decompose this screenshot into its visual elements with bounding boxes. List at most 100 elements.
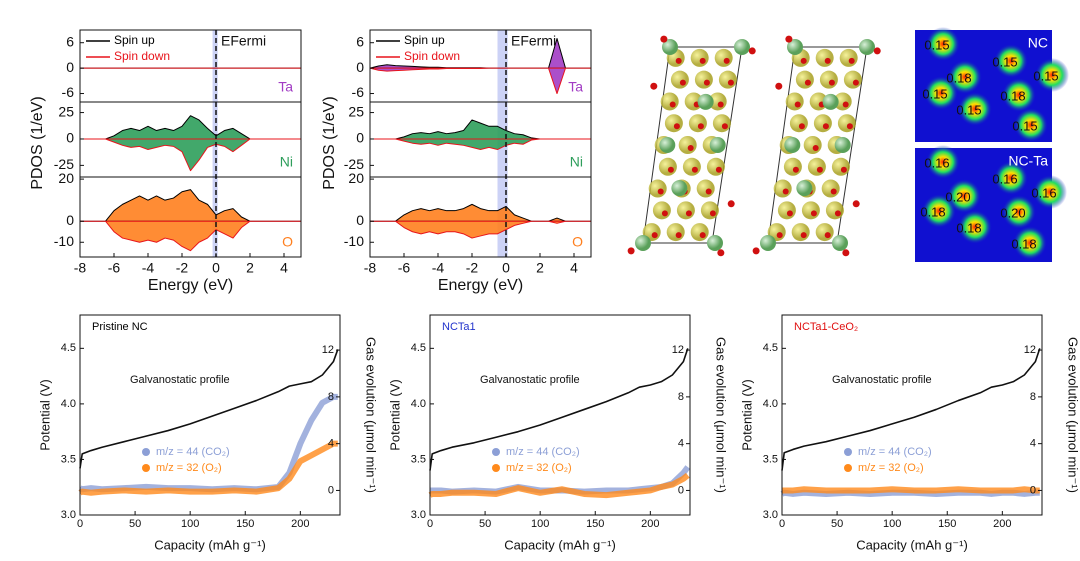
subplot-frame	[79, 176, 302, 258]
atom	[709, 137, 726, 153]
atom	[830, 188, 837, 195]
x-tick-label: -2	[176, 260, 189, 276]
atom	[800, 57, 807, 64]
atom	[789, 114, 808, 133]
atom	[821, 179, 840, 198]
atom	[707, 235, 723, 251]
atom	[723, 57, 730, 64]
atom	[709, 210, 716, 217]
atom	[685, 210, 692, 217]
atom	[798, 123, 805, 130]
y-tick-label: 20	[348, 170, 364, 186]
atom	[691, 166, 698, 173]
subplot-frame	[369, 176, 592, 258]
legend-marker	[142, 448, 150, 456]
y-tick-label: 0	[66, 212, 74, 228]
atom	[682, 157, 701, 176]
density-blob	[926, 145, 960, 179]
density-blob	[1013, 226, 1047, 260]
x-tick-label: 150	[938, 518, 956, 530]
atom	[687, 145, 694, 151]
plot-frame	[429, 314, 691, 516]
atom	[832, 235, 848, 251]
x-tick-label: -4	[432, 260, 445, 276]
y-tick-label: 4.5	[61, 342, 76, 354]
atom	[706, 157, 725, 176]
y-tick-label: -10	[344, 233, 364, 249]
y2-axis-title: Gas evolution (μmol min⁻¹)	[1066, 337, 1080, 493]
fermi-label: EFermi	[221, 33, 266, 49]
density-label: 0.16	[924, 155, 949, 170]
density-blob	[1033, 175, 1067, 209]
density-blob	[1002, 78, 1036, 112]
gas-trace	[428, 472, 690, 499]
x-tick-label: 100	[531, 518, 549, 530]
density-label: 0.15	[956, 102, 981, 117]
density-label: 0.18	[956, 220, 981, 235]
y-tick-label: 4.0	[763, 398, 778, 410]
atom	[840, 166, 847, 173]
atom	[673, 123, 680, 130]
atom	[842, 101, 849, 108]
atom	[659, 137, 676, 153]
panel-title: NCTa1	[442, 321, 476, 333]
y2-tick-label: 12	[672, 344, 684, 356]
atom	[807, 157, 826, 176]
atom	[777, 201, 796, 220]
atom	[669, 101, 676, 108]
atom	[727, 79, 734, 86]
gas-trace	[781, 486, 1040, 494]
x-tick-label: 4	[570, 260, 578, 276]
potential-line	[781, 348, 1041, 471]
atom	[717, 249, 725, 257]
element-label: O	[572, 234, 583, 250]
fermi-label: EFermi	[511, 33, 556, 49]
atom	[819, 70, 838, 89]
atom	[803, 136, 822, 154]
element-label: Ni	[570, 154, 583, 170]
y-tick-label: 4.0	[61, 398, 76, 410]
legend-marker	[844, 448, 852, 456]
legend-marker	[492, 448, 500, 456]
x-tick-label: -6	[108, 260, 121, 276]
x-tick-label: 0	[212, 260, 220, 276]
atom	[776, 232, 783, 239]
panel-title: NCTa1-CeO₂	[794, 321, 858, 333]
legend-label: m/z = 44 (CO₂)	[506, 446, 580, 458]
element-label: Ni	[280, 154, 293, 170]
x-tick-label: -2	[466, 260, 479, 276]
pdos-area	[79, 220, 302, 252]
atom	[697, 93, 714, 110]
atom	[852, 79, 859, 86]
atom	[705, 188, 712, 195]
atom	[635, 235, 651, 251]
y-tick-label: 0	[356, 212, 364, 228]
y-tick-label: 3.0	[61, 509, 76, 521]
x-tick-label: 100	[883, 518, 901, 530]
atom	[660, 92, 679, 111]
atom	[648, 179, 667, 198]
atom	[848, 57, 855, 64]
atom	[662, 39, 678, 55]
panel-title: Pristine NC	[92, 321, 148, 333]
y-axis-title: Potential (V)	[739, 379, 754, 451]
atom	[675, 232, 682, 239]
atom	[839, 48, 858, 67]
atom	[873, 47, 881, 55]
legend-label: m/z = 44 (CO₂)	[156, 446, 230, 458]
pdos-area	[369, 203, 592, 222]
element-label: Ta	[278, 79, 293, 95]
y-tick-label: -10	[54, 233, 74, 249]
atom	[652, 201, 671, 220]
y2-axis-title: Gas evolution (μmol min⁻¹)	[364, 337, 379, 493]
density-blob	[958, 210, 992, 244]
y2-tick-label: 4	[1030, 438, 1036, 450]
atom	[678, 136, 697, 154]
density-label: 0.20	[1000, 205, 1025, 220]
atom	[812, 145, 819, 151]
y2-tick-label: 4	[678, 438, 684, 450]
y2-tick-label: 8	[328, 391, 334, 403]
atom	[810, 210, 817, 217]
profile-label: Galvanostatic profile	[832, 374, 932, 386]
